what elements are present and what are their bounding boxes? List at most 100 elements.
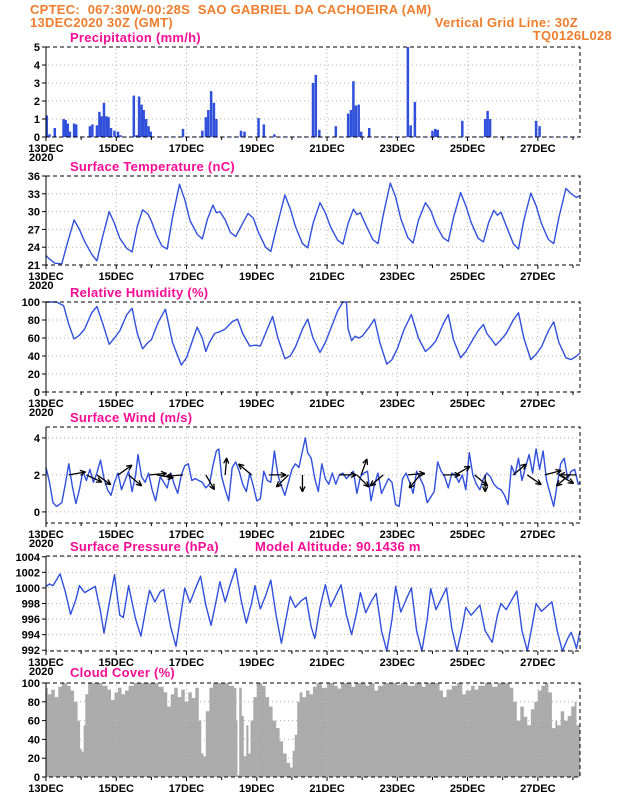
wind-arrow-head: [135, 483, 142, 487]
panel-relative-humidity: 0 20 40 60 80 100 13DEC 15DEC 17DEC 19DEC 21DEC 23D…: [0, 294, 618, 410]
precip-bar: [314, 74, 318, 137]
panel-surface-temperature: 21 24 27 30 33 36 13DEC 15DEC 17DEC 19DEC 21DEC 23D…: [0, 168, 618, 283]
plot-surface-pressure: 992 994 996 998 1000 1002 1004 13DEC 15DEC 17DEC 1…: [16, 552, 581, 669]
panel-title-surface-wind: Surface Wind (m/s): [70, 410, 193, 425]
wind-arrow-head: [535, 482, 542, 486]
wind-arrow-head: [107, 479, 112, 485]
y-tick-label: 992: [22, 645, 40, 657]
precip-bar: [201, 130, 204, 137]
wind-arrow-shaft: [512, 463, 527, 476]
precip-bar: [74, 124, 78, 137]
wind-arrow-head: [366, 481, 370, 488]
wind-arrow-head: [463, 465, 471, 468]
wind-arrow-head: [537, 479, 542, 485]
precip-bar: [349, 110, 353, 137]
x-tick-label: 27DEC: [520, 398, 556, 410]
precip-bar: [72, 123, 76, 137]
plot-border: [45, 175, 581, 266]
x-tick-label: 17DEC: [169, 398, 205, 410]
wind-arrow-shaft: [356, 474, 370, 488]
wind-arrow: [407, 470, 426, 477]
plot-border: [45, 46, 581, 138]
wind-arrow: [128, 474, 143, 487]
wind-arrow-head: [520, 463, 527, 467]
wind-arrow-shaft: [407, 472, 425, 476]
precip-bar: [100, 116, 103, 137]
wind-arrow-head: [366, 458, 369, 465]
x-tick-label: 23DEC: [380, 271, 416, 283]
wind-arrow-shaft: [117, 464, 133, 476]
wind-arrow: [408, 474, 421, 489]
x-tick-label: 27DEC: [520, 143, 556, 155]
x-tick-label: 13DEC: [28, 271, 64, 283]
precip-bar: [354, 105, 358, 137]
year-label-partial: 2020: [29, 539, 54, 547]
wind-arrow: [117, 464, 133, 476]
wind-arrow: [482, 474, 489, 493]
wind-arrow: [526, 474, 542, 486]
precip-bar: [62, 119, 65, 137]
wind-arrow: [454, 465, 471, 476]
precip-bar: [64, 119, 67, 137]
x-tick-label: 15DEC: [99, 529, 135, 541]
wind-arrow-shaft: [96, 474, 112, 486]
x-tick-label: 23DEC: [380, 783, 416, 795]
wind-arrow-head: [418, 470, 426, 475]
precip-bar: [486, 110, 489, 137]
precip-bar: [149, 131, 152, 137]
panel-surface-pressure: 992 994 996 998 1000 1002 1004 13DEC 15DEC 17DEC 1…: [0, 548, 618, 669]
precip-bar: [346, 113, 350, 137]
y-tick-label: 2: [34, 470, 40, 482]
wind-arrow-head: [97, 477, 103, 483]
wind-arrow: [360, 458, 369, 476]
y-tick-label: 0: [34, 507, 40, 519]
precip-bar: [102, 102, 106, 137]
wind-arrow: [205, 474, 215, 491]
year-label-partial: 2020: [29, 153, 54, 161]
year-label-partial: 2020: [29, 408, 54, 416]
wind-arrow-head: [299, 486, 304, 493]
plot-border: [45, 555, 581, 652]
y-tick-label: 0: [34, 132, 40, 144]
wind-arrow-head: [370, 483, 377, 487]
year-label-partial: 2020: [29, 281, 54, 289]
precip-bar: [409, 125, 412, 137]
wind-arrow-head: [275, 481, 280, 488]
wind-arrow-head: [555, 480, 560, 487]
x-tick-label: 21DEC: [309, 271, 345, 283]
wind-arrow-shaft: [360, 458, 368, 476]
wind-arrow-head: [301, 486, 306, 493]
y-tick-label: 80: [28, 315, 40, 327]
x-tick-label: 13DEC: [28, 783, 64, 795]
wind-arrow: [68, 469, 86, 476]
wind-arrow-head: [466, 466, 471, 472]
precip-bar: [142, 110, 145, 137]
precip-bar: [212, 102, 216, 137]
x-tick-label: 15DEC: [99, 398, 135, 410]
y-tick-label: 998: [22, 599, 40, 611]
header-station-line: CPTEC: 067:30W-00:28S SAO GABRIEL DA CAC…: [30, 2, 432, 17]
wind-arrow-head: [454, 474, 461, 479]
precip-bar: [273, 134, 276, 137]
wind-arrow: [299, 474, 306, 493]
wind-arrow-head: [369, 480, 374, 487]
precip-bar: [357, 104, 360, 137]
precip-bar: [534, 120, 538, 137]
y-tick-label: 4: [34, 60, 41, 72]
wind-arrow-head: [408, 481, 412, 489]
wind-arrow-head: [556, 483, 563, 487]
plot-border: [45, 682, 581, 778]
data-line: [45, 567, 581, 652]
x-tick-label: 13DEC: [28, 529, 64, 541]
wind-arrow-head: [559, 471, 566, 476]
wind-arrow-head: [226, 457, 230, 464]
precip-bar: [461, 120, 464, 137]
y-tick-label: 100: [22, 678, 40, 690]
x-tick-label: 19DEC: [239, 271, 275, 283]
wind-arrow: [269, 471, 287, 479]
y-tick-label: 1002: [16, 567, 40, 579]
wind-arrow: [86, 474, 103, 483]
data-line: [45, 182, 581, 265]
wind-arrow-shaft: [86, 474, 103, 483]
precip-bar: [98, 111, 101, 137]
